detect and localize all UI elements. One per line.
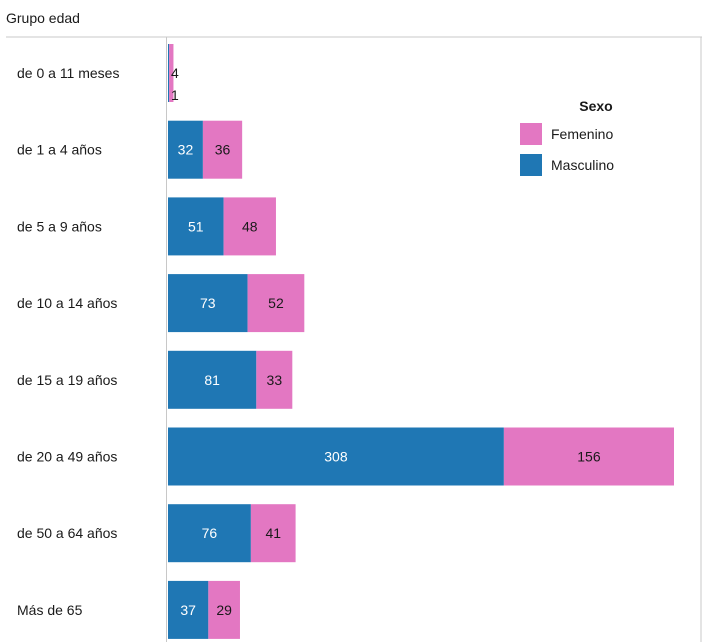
bar-femenino-de-50-a-64-anos bbox=[250, 504, 296, 563]
bar-masculino-de-1-a-4-anos bbox=[168, 120, 203, 179]
data-label-femenino-de-10-a-14-anos: 52 bbox=[268, 295, 284, 311]
bar-masculino-de-15-a-19-anos bbox=[168, 350, 257, 409]
data-label-femenino-de-50-a-64-anos: 41 bbox=[265, 525, 281, 541]
legend-swatch-femenino bbox=[520, 123, 542, 145]
category-label-de-5-a-9-anos: de 5 a 9 años bbox=[17, 218, 102, 234]
data-label-femenino-de-15-a-19-anos: 33 bbox=[267, 372, 283, 388]
bar-masculino-de-0-a-11-meses bbox=[168, 44, 170, 102]
data-label-femenino-de-20-a-49-anos: 156 bbox=[577, 449, 601, 465]
data-label-femenino-mas-de-65: 29 bbox=[216, 602, 232, 618]
category-label-mas-de-65: Más de 65 bbox=[17, 602, 83, 618]
category-label-de-15-a-19-anos: de 15 a 19 años bbox=[17, 372, 117, 388]
bar-masculino-de-10-a-14-anos bbox=[168, 274, 248, 333]
legend: Sexo Femenino Masculino bbox=[520, 98, 614, 176]
bar-masculino-mas-de-65 bbox=[168, 580, 209, 639]
bar-masculino-de-50-a-64-anos bbox=[168, 504, 251, 563]
data-label-masculino-de-0-a-11-meses: 1 bbox=[171, 87, 179, 103]
data-label-masculino-de-10-a-14-anos: 73 bbox=[200, 295, 216, 311]
category-label-de-0-a-11-meses: de 0 a 11 meses bbox=[17, 65, 119, 81]
bar-femenino-de-1-a-4-anos bbox=[202, 120, 243, 179]
data-label-femenino-de-1-a-4-anos: 36 bbox=[215, 142, 231, 158]
category-header: Grupo edad bbox=[6, 10, 80, 26]
legend-title: Sexo bbox=[579, 98, 612, 114]
category-label-de-10-a-14-anos: de 10 a 14 años bbox=[17, 295, 117, 311]
bar-masculino-de-20-a-49-anos bbox=[168, 427, 504, 486]
category-label-de-1-a-4-anos: de 1 a 4 años bbox=[17, 142, 102, 158]
bar-femenino-mas-de-65 bbox=[208, 580, 240, 639]
data-label-masculino-de-15-a-19-anos: 81 bbox=[204, 372, 220, 388]
bar-femenino-de-20-a-49-anos bbox=[503, 427, 674, 486]
legend-label-femenino: Femenino bbox=[551, 126, 613, 142]
data-label-femenino-de-5-a-9-anos: 48 bbox=[242, 218, 258, 234]
bar-marks bbox=[168, 44, 674, 639]
data-labels: 1 4 32 36 51 48 73 52 81 33 308 156 76 41 37 29 bbox=[171, 65, 601, 618]
category-label-de-20-a-49-anos: de 20 a 49 años bbox=[17, 449, 117, 465]
bar-femenino-de-5-a-9-anos bbox=[223, 197, 276, 256]
bar-femenino-de-15-a-19-anos bbox=[256, 350, 293, 409]
category-label-de-50-a-64-anos: de 50 a 64 años bbox=[17, 525, 117, 541]
bar-masculino-de-5-a-9-anos bbox=[168, 197, 224, 256]
category-labels: de 0 a 11 meses de 1 a 4 años de 5 a 9 año… bbox=[17, 65, 119, 618]
legend-swatch-masculino bbox=[520, 154, 542, 176]
data-label-masculino-mas-de-65: 37 bbox=[180, 602, 196, 618]
data-label-masculino-de-1-a-4-anos: 32 bbox=[178, 142, 194, 158]
bar-femenino-de-0-a-11-meses bbox=[169, 44, 174, 102]
data-label-masculino-de-50-a-64-anos: 76 bbox=[202, 525, 218, 541]
data-label-masculino-de-5-a-9-anos: 51 bbox=[188, 218, 204, 234]
data-label-femenino-de-0-a-11-meses: 4 bbox=[171, 65, 179, 81]
bar-femenino-de-10-a-14-anos bbox=[247, 274, 305, 333]
data-label-masculino-de-20-a-49-anos: 308 bbox=[324, 449, 348, 465]
legend-label-masculino: Masculino bbox=[551, 157, 614, 173]
